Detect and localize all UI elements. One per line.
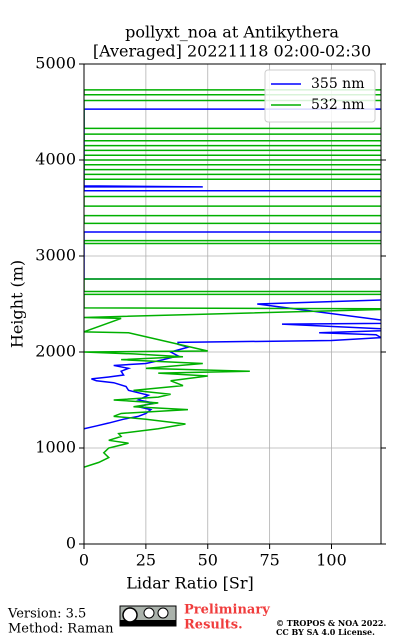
- legend: 355 nm 532 nm: [264, 69, 376, 123]
- legend-label: 532 nm: [311, 97, 364, 113]
- preliminary: Results.: [184, 618, 243, 633]
- chart-subtitle: [Averaged] 20221118 02:00-02:30: [93, 42, 371, 61]
- y-tick-label: 5000: [35, 54, 76, 73]
- profile-line: [84, 108, 381, 430]
- preliminary: Preliminary: [184, 603, 270, 618]
- legend-label: 355 nm: [311, 76, 364, 92]
- x-tick-label: 0: [79, 551, 89, 570]
- x-tick-label: 25: [136, 551, 156, 570]
- chart-title: pollyxt_noa at Antikythera: [125, 23, 339, 42]
- x-tick-label: 100: [316, 551, 347, 570]
- x-axis-label: Lidar Ratio [Sr]: [126, 574, 254, 593]
- cc-badge: [119, 605, 177, 627]
- version: Version: 3.5: [7, 607, 86, 622]
- grid: [83, 63, 381, 545]
- copyright: CC BY SA 4.0 License.: [276, 627, 375, 637]
- x-tick-label: 50: [198, 551, 218, 570]
- x-tick-label: 75: [259, 551, 279, 570]
- copyright: © TROPOS & NOA 2022.: [276, 618, 386, 628]
- lines: [84, 89, 381, 468]
- y-tick-label: 1000: [35, 438, 76, 457]
- y-tick-label: 4000: [35, 150, 76, 169]
- method: Method: Raman: [8, 622, 114, 637]
- y-tick-label: 2000: [35, 342, 76, 361]
- legend-box: [264, 69, 376, 123]
- profile-line: [84, 89, 381, 468]
- plot-frame: [83, 63, 382, 545]
- y-tick-label: 0: [66, 534, 76, 553]
- y-tick-label: 3000: [35, 246, 76, 265]
- y-axis-label: Height (m): [8, 260, 27, 348]
